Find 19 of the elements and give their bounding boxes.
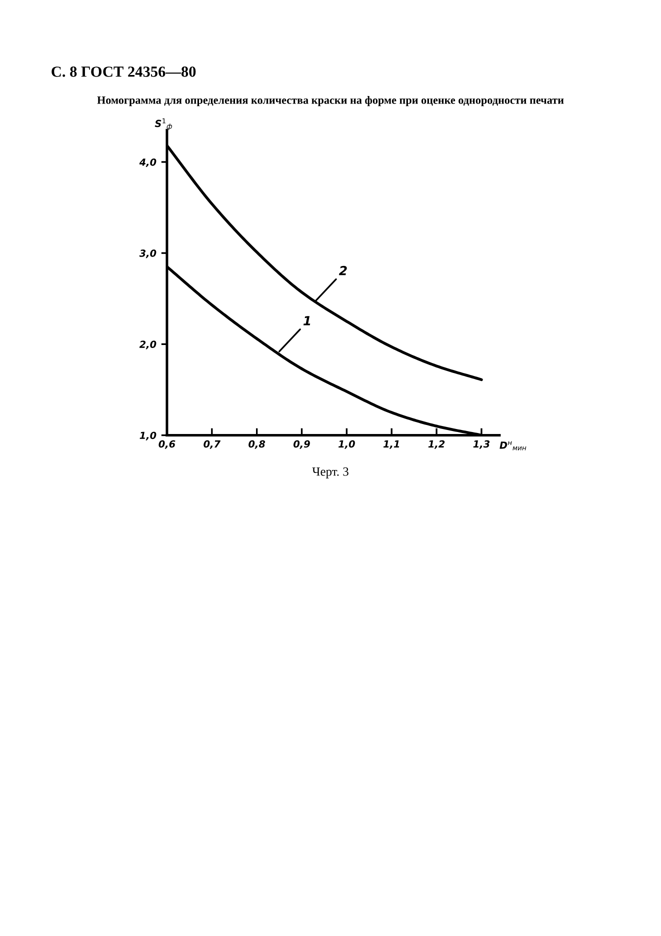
y-tick-label: 2,0: [139, 340, 156, 350]
x-tick-label: 0,9: [294, 440, 310, 449]
y-axis-title: S$^{1}$$_{ф}$: [154, 118, 172, 130]
x-axis-title: D$^{н}$$_{мин}$: [500, 441, 526, 450]
y-tick-label: 1,0: [140, 432, 156, 440]
x-tick-label: 1,0: [338, 440, 355, 449]
x-tick-label: 0,6: [158, 440, 176, 449]
chart-subtitle: Номограмма для определения количества краски на форме при оценке однородности печати: [97, 96, 564, 106]
y-tick-label: 4,0: [139, 158, 156, 168]
x-tick-label: 0,8: [248, 440, 266, 449]
x-tick-label: 0,7: [204, 440, 220, 449]
text: Черт. 3: [312, 467, 348, 478]
x-tick-label: 1,3: [473, 440, 490, 449]
x-tick-label: 1,1: [383, 440, 400, 449]
y-tick-label: 3,0: [139, 250, 156, 258]
chart-title: С. 8 ГОСТ 24356—80: [52, 66, 196, 77]
annotation: 2: [338, 266, 347, 276]
annotation: 1: [303, 316, 310, 326]
x-tick-label: 1,2: [428, 440, 445, 449]
